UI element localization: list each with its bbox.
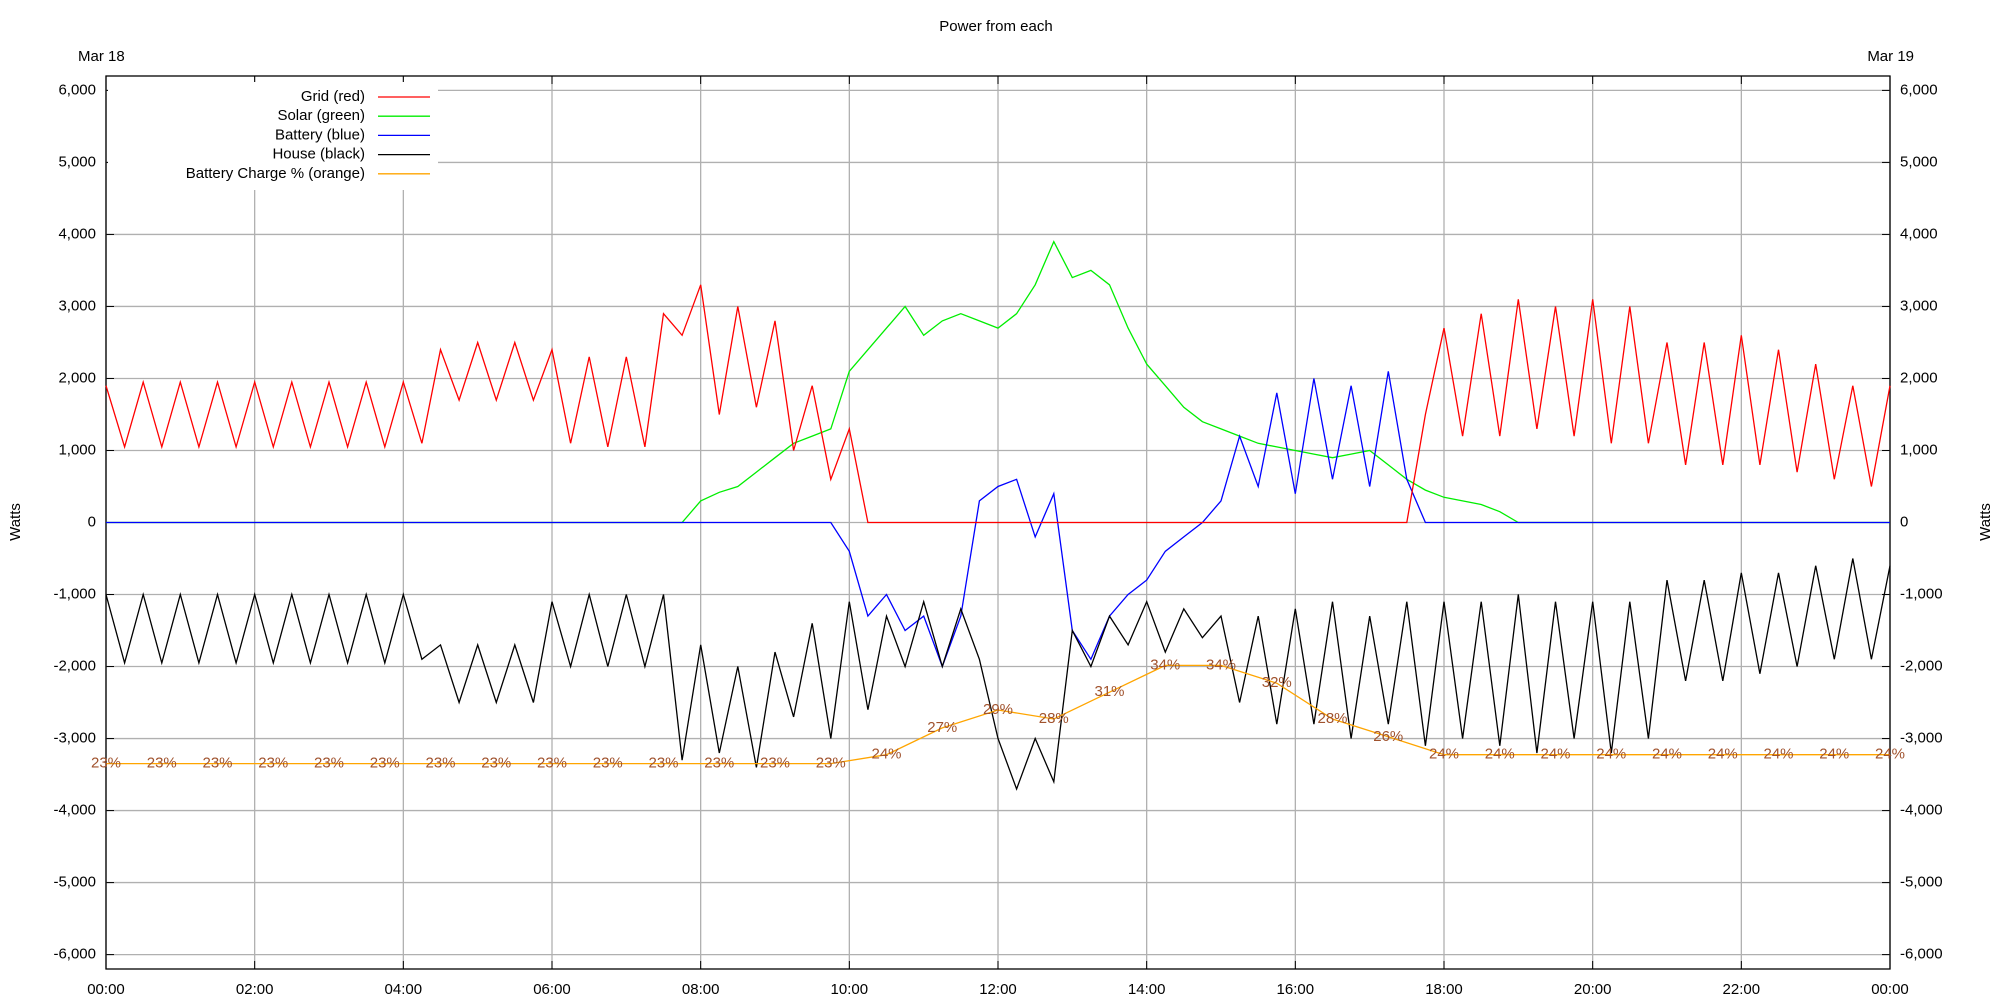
y-tick-label: 1,000: [58, 441, 96, 458]
data-label: 23%: [760, 755, 790, 772]
legend-label: Battery (blue): [275, 126, 365, 143]
y2-tick-label: 5,000: [1900, 153, 1938, 170]
data-label: 23%: [816, 755, 846, 772]
data-label: 24%: [1819, 746, 1849, 763]
y-tick-label: -3,000: [53, 730, 96, 747]
data-label: 24%: [1708, 746, 1738, 763]
data-label: 28%: [1039, 710, 1069, 727]
y2-tick-label: -4,000: [1900, 802, 1943, 819]
y-tick-label: -5,000: [53, 874, 96, 891]
series-line: [106, 371, 1890, 669]
data-label: 31%: [1094, 683, 1124, 700]
y-tick-label: -2,000: [53, 658, 96, 675]
x-tick-label: 00:00: [87, 981, 125, 998]
data-label: 23%: [593, 755, 623, 772]
data-label: 23%: [202, 755, 232, 772]
x-tick-label: 02:00: [236, 981, 274, 998]
legend-label: Battery Charge % (orange): [186, 165, 365, 182]
y2-tick-label: 6,000: [1900, 81, 1938, 98]
date-label: Mar 19: [1867, 48, 1914, 65]
y-tick-label: 2,000: [58, 369, 96, 386]
x-tick-label: 22:00: [1723, 981, 1761, 998]
data-label: 23%: [91, 755, 121, 772]
data-label: 24%: [871, 746, 901, 763]
y-axis-label: Watts: [7, 503, 24, 541]
y2-axis-label: Watts: [1977, 503, 1994, 541]
legend-label: House (black): [272, 146, 365, 163]
data-label: 23%: [370, 755, 400, 772]
y2-tick-label: 0: [1900, 513, 1908, 530]
data-label: 24%: [1875, 746, 1905, 763]
data-label: 23%: [537, 755, 567, 772]
chart-title: Power from each: [939, 18, 1052, 35]
x-tick-label: 10:00: [831, 981, 869, 998]
y-tick-label: -6,000: [53, 946, 96, 963]
data-label: 26%: [1373, 728, 1403, 745]
y2-tick-label: -1,000: [1900, 585, 1943, 602]
y-tick-label: 0: [88, 513, 96, 530]
data-label: 23%: [704, 755, 734, 772]
series-line: [105, 558, 1891, 791]
x-tick-label: 08:00: [682, 981, 720, 998]
y-tick-label: 6,000: [58, 81, 96, 98]
data-label: 23%: [258, 755, 288, 772]
data-label: 32%: [1262, 674, 1292, 691]
y-tick-label: 4,000: [58, 225, 96, 242]
data-label: 24%: [1596, 746, 1626, 763]
series-line: [105, 284, 1891, 524]
y-tick-label: -1,000: [53, 585, 96, 602]
data-label: 29%: [983, 701, 1013, 718]
data-label: 23%: [648, 755, 678, 772]
y-tick-label: 3,000: [58, 297, 96, 314]
x-tick-label: 06:00: [533, 981, 571, 998]
data-label: 34%: [1206, 656, 1236, 673]
y2-tick-label: 1,000: [1900, 441, 1938, 458]
x-tick-label: 16:00: [1277, 981, 1315, 998]
y-tick-label: -4,000: [53, 802, 96, 819]
data-label: 23%: [425, 755, 455, 772]
x-tick-label: 04:00: [385, 981, 423, 998]
legend-label: Solar (green): [277, 107, 365, 124]
y2-tick-label: -6,000: [1900, 946, 1943, 963]
data-label: 34%: [1150, 656, 1180, 673]
data-label: 23%: [314, 755, 344, 772]
y2-tick-label: 2,000: [1900, 369, 1938, 386]
data-label: 28%: [1317, 710, 1347, 727]
y2-tick-label: -2,000: [1900, 658, 1943, 675]
x-tick-label: 18:00: [1425, 981, 1463, 998]
data-label: 24%: [1485, 746, 1515, 763]
series-line: [106, 664, 1890, 765]
x-tick-label: 20:00: [1574, 981, 1612, 998]
x-tick-label: 14:00: [1128, 981, 1166, 998]
x-tick-label: 00:00: [1871, 981, 1909, 998]
legend-label: Grid (red): [301, 88, 365, 105]
date-label: Mar 18: [78, 48, 125, 65]
data-label: 24%: [1429, 746, 1459, 763]
y2-tick-label: -5,000: [1900, 874, 1943, 891]
data-label: 27%: [927, 719, 957, 736]
data-label: 24%: [1652, 746, 1682, 763]
data-label: 23%: [147, 755, 177, 772]
x-tick-label: 12:00: [979, 981, 1017, 998]
y2-tick-label: 3,000: [1900, 297, 1938, 314]
y-tick-label: 5,000: [58, 153, 96, 170]
data-label: 24%: [1763, 746, 1793, 763]
data-label: 24%: [1540, 746, 1570, 763]
data-label: 23%: [481, 755, 511, 772]
y2-tick-label: -3,000: [1900, 730, 1943, 747]
y2-tick-label: 4,000: [1900, 225, 1938, 242]
